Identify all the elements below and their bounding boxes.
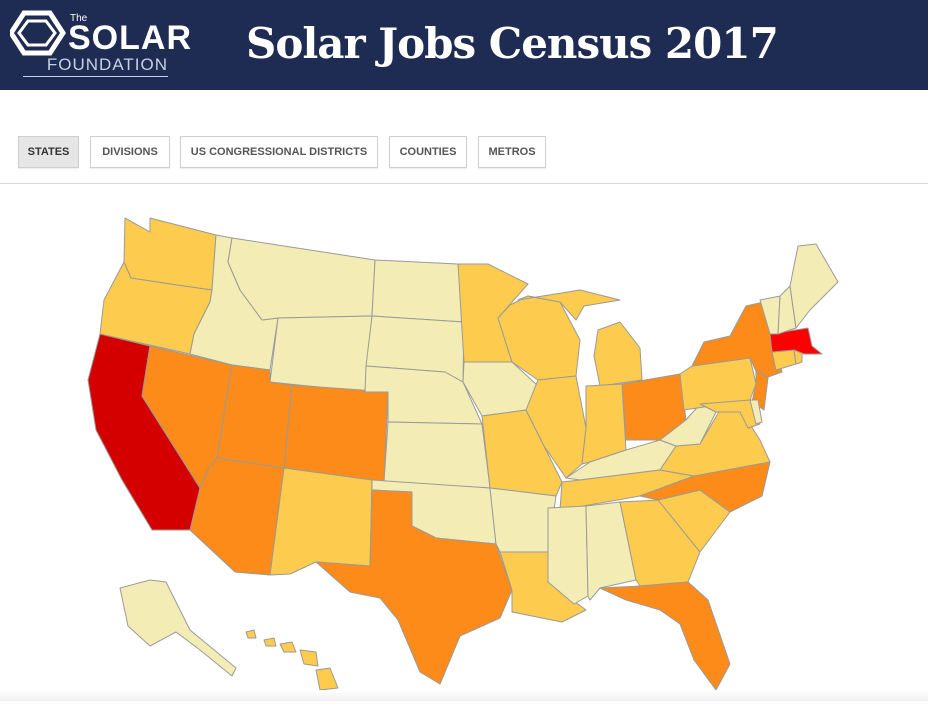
tab-us-congressional-districts[interactable]: US CONGRESSIONAL DISTRICTS: [180, 136, 378, 168]
site-header: The SOLAR FOUNDATION Solar Jobs Census 2…: [0, 0, 928, 90]
logo-foundation-text: FOUNDATION: [23, 55, 168, 77]
footer-shade: [0, 690, 928, 701]
tab-counties[interactable]: COUNTIES: [389, 136, 467, 168]
state-tx[interactable]: Texas: [315, 489, 513, 685]
logo-solar-text: SOLAR: [68, 19, 192, 57]
state-ak[interactable]: Alaska: [119, 579, 237, 677]
tab-metros[interactable]: METROS: [478, 136, 546, 168]
hexagon-logo-icon: [10, 10, 66, 56]
state-il[interactable]: Illinois: [525, 375, 587, 479]
us-map-svg: Washington Oregon California Nevada Idah…: [87, 217, 839, 691]
tab-divisions[interactable]: DIVISIONS: [90, 136, 170, 168]
state-hi[interactable]: Hawaii: [245, 629, 339, 691]
state-nm[interactable]: New Mexico: [269, 467, 373, 576]
logo-the-text: The: [70, 13, 88, 24]
state-ct[interactable]: Connecticut: [771, 349, 797, 371]
state-fl[interactable]: Florida: [599, 581, 731, 691]
state-ms[interactable]: Mississippi: [547, 505, 589, 605]
state-wy[interactable]: Wyoming: [269, 315, 373, 393]
state-ma[interactable]: Massachusetts: [769, 327, 823, 355]
state-ar[interactable]: Arkansas: [489, 487, 557, 553]
state-co[interactable]: Colorado: [283, 384, 389, 483]
section-divider: [0, 183, 928, 184]
us-choropleth-map: Washington Oregon California Nevada Idah…: [0, 200, 928, 701]
tab-states[interactable]: STATES: [18, 136, 79, 168]
state-me[interactable]: Maine: [789, 243, 839, 329]
state-de[interactable]: Delaware: [749, 399, 763, 425]
state-ks[interactable]: Kansas: [383, 421, 491, 489]
state-mi[interactable]: Michigan: [517, 289, 643, 387]
state-nd[interactable]: North Dakota: [371, 259, 465, 323]
solar-foundation-logo[interactable]: The SOLAR FOUNDATION: [10, 10, 191, 77]
page-title: Solar Jobs Census 2017: [246, 19, 779, 68]
